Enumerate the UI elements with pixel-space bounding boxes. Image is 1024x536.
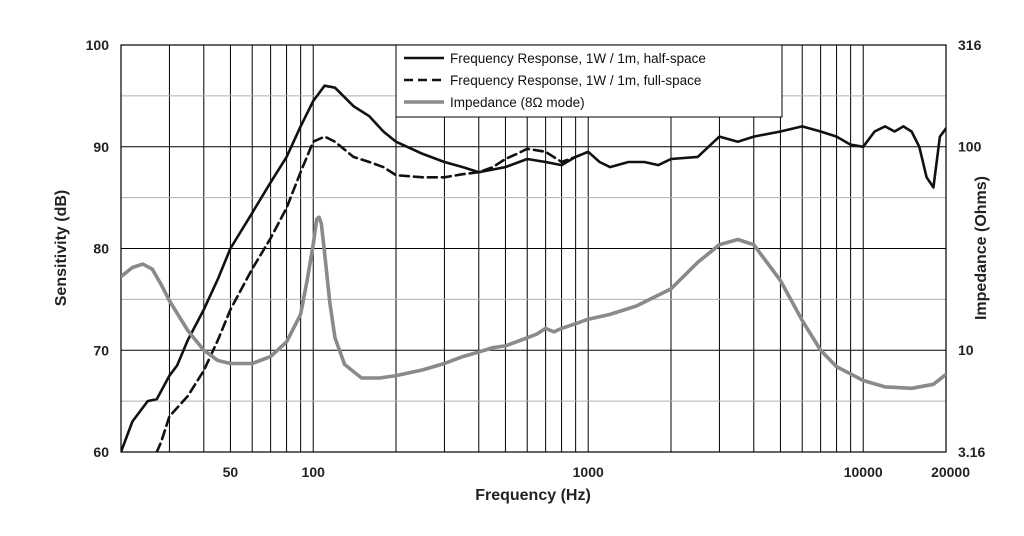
y2-tick-label: 316 bbox=[958, 37, 982, 53]
y-tick-label: 60 bbox=[93, 444, 109, 460]
y-tick-label: 100 bbox=[86, 37, 110, 53]
x-tick-label: 100 bbox=[302, 464, 326, 480]
y-tick-label: 80 bbox=[93, 241, 109, 257]
series-group bbox=[121, 84, 946, 452]
series-line-3 bbox=[121, 215, 946, 391]
legend-label: Frequency Response, 1W / 1m, full-space bbox=[450, 73, 701, 88]
x-axis-ticks: 50 100 1000 10000 20000 bbox=[223, 464, 971, 480]
y2-tick-label: 100 bbox=[958, 139, 982, 155]
series-line-1 bbox=[121, 84, 946, 452]
x-axis-title: Frequency (Hz) bbox=[475, 487, 591, 504]
y2-tick-label: 3.16 bbox=[958, 444, 985, 460]
right-axis-ticks: 3.16 10 100 316 bbox=[958, 37, 985, 460]
y-tick-label: 90 bbox=[93, 139, 109, 155]
y-axis-title: Sensitivity (dB) bbox=[53, 190, 70, 306]
x-tick-label: 1000 bbox=[573, 464, 604, 480]
legend-label: Impedance (8Ω mode) bbox=[450, 95, 585, 110]
y2-axis-title: Impedance (Ohms) bbox=[973, 176, 990, 320]
x-tick-label: 20000 bbox=[931, 464, 970, 480]
x-tick-label: 10000 bbox=[844, 464, 883, 480]
series-line-2 bbox=[155, 135, 590, 452]
legend-label: Frequency Response, 1W / 1m, half-space bbox=[450, 51, 706, 66]
y2-tick-label: 10 bbox=[958, 342, 974, 358]
legend: Frequency Response, 1W / 1m, half-space F… bbox=[395, 44, 783, 118]
y-tick-label: 70 bbox=[93, 342, 109, 358]
x-tick-label: 50 bbox=[223, 464, 239, 480]
left-axis-ticks: 60 70 80 90 100 bbox=[86, 37, 110, 460]
legend-box bbox=[395, 44, 783, 118]
